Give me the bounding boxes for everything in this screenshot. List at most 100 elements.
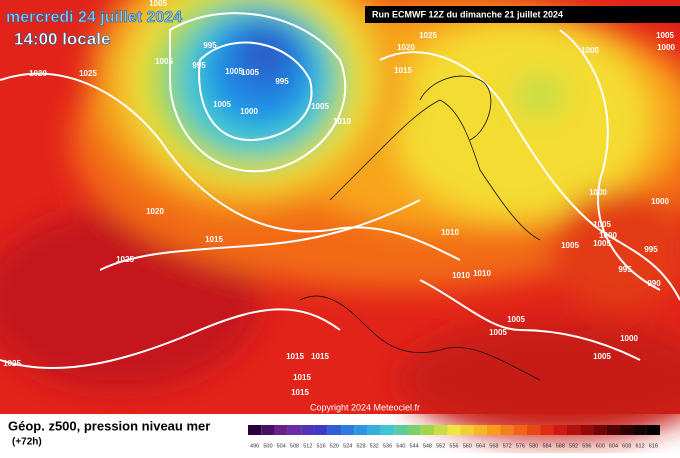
- coastlines: [299, 75, 541, 381]
- pressure-label: 1005: [561, 241, 579, 250]
- forecast-date: mercredi 24 juillet 2024: [6, 9, 182, 26]
- pressure-label: 1015: [293, 373, 311, 382]
- scale-cell: [460, 425, 474, 435]
- pressure-label: 1015: [311, 352, 329, 361]
- scale-cell: [500, 425, 514, 435]
- scale-label: 528: [356, 443, 365, 449]
- pressure-label: 1005: [213, 100, 231, 109]
- pressure-label: 1000: [599, 231, 617, 240]
- scale-label: 576: [516, 443, 525, 449]
- scale-label: 584: [542, 443, 551, 449]
- scale-cell: [606, 425, 621, 435]
- pressure-label: 1010: [452, 271, 470, 280]
- scale-label: 532: [370, 443, 379, 449]
- scale-cell: [487, 425, 501, 435]
- scale-cell: [447, 425, 461, 435]
- pressure-label: 1010: [473, 269, 491, 278]
- pressure-label: 1000: [620, 334, 638, 343]
- pressure-label: 995: [203, 41, 217, 50]
- scale-cell: [646, 425, 660, 435]
- scale-cell: [527, 425, 541, 435]
- scale-label: 544: [410, 443, 419, 449]
- scale-cell: [354, 425, 368, 435]
- scale-label: 616: [649, 443, 658, 449]
- scale-cell: [540, 425, 554, 435]
- pressure-label: 995: [644, 245, 658, 254]
- pressure-label: 1005: [593, 352, 611, 361]
- pressure-label: 1010: [333, 117, 351, 126]
- pressure-label: 1005: [656, 31, 674, 40]
- scale-label: 552: [436, 443, 445, 449]
- pressure-label: 1005: [593, 220, 611, 229]
- pressure-label: 1015: [205, 235, 223, 244]
- pressure-label: 1000: [657, 43, 675, 52]
- lead-time: (+72h): [12, 437, 42, 448]
- scale-cell: [367, 425, 381, 435]
- pressure-label: 995: [275, 77, 289, 86]
- pressure-label: 1020: [29, 69, 47, 78]
- scale-cell: [394, 425, 408, 435]
- scale-label: 612: [635, 443, 644, 449]
- pressure-label: 1005: [311, 102, 329, 111]
- pressure-label: 1015: [394, 66, 412, 75]
- pressure-label: 1005: [593, 239, 611, 248]
- scale-label: 568: [489, 443, 498, 449]
- geopotential-field: [0, 0, 680, 440]
- scale-cell: [261, 425, 275, 435]
- scale-cell: [287, 425, 302, 435]
- pressure-label: 1020: [397, 43, 415, 52]
- pressure-label: 1000: [589, 188, 607, 197]
- pressure-label: 1025: [3, 359, 21, 368]
- scale-label: 516: [317, 443, 326, 449]
- pressure-label: 1010: [441, 228, 459, 237]
- scale-label: 536: [383, 443, 392, 449]
- scale-cell: [274, 425, 288, 435]
- scale-cell: [420, 425, 435, 435]
- scale-label: 504: [277, 443, 286, 449]
- pressure-label: 990: [647, 279, 661, 288]
- pressure-label: 1020: [146, 207, 164, 216]
- scale-label: 520: [330, 443, 339, 449]
- scale-label: 560: [463, 443, 472, 449]
- scale-cell: [327, 425, 342, 435]
- scale-label: 608: [622, 443, 631, 449]
- scale-label: 604: [609, 443, 618, 449]
- pressure-label: 1015: [286, 352, 304, 361]
- scale-label: 564: [476, 443, 485, 449]
- pressure-labels: 1005995995100510059951005100010051010100…: [3, 0, 675, 397]
- scale-label: 592: [569, 443, 578, 449]
- scale-cell: [513, 425, 528, 435]
- scale-label: 524: [343, 443, 352, 449]
- scale-label: 500: [263, 443, 272, 449]
- pressure-label: 1015: [291, 388, 309, 397]
- isobars: [0, 12, 680, 370]
- color-scale: 496 500 504 508 512 516 520 524 528 532 536 540 544 5…: [248, 425, 660, 449]
- pressure-label: 1005: [489, 328, 507, 337]
- forecast-time: 14:00 locale: [14, 29, 110, 48]
- scale-label: 556: [449, 443, 458, 449]
- scale-label: 572: [503, 443, 512, 449]
- legend-title: Géop. z500, pression niveau mer: [8, 418, 210, 433]
- pressure-label: 1000: [581, 46, 599, 55]
- pressure-label: 1005: [241, 68, 259, 77]
- scale-cell: [553, 425, 567, 435]
- pressure-label: 1025: [116, 255, 134, 264]
- scale-cell: [434, 425, 448, 435]
- scale-cell: [248, 425, 262, 435]
- scale-cell: [380, 425, 395, 435]
- scale-label: 588: [556, 443, 565, 449]
- pressure-label: 1025: [79, 69, 97, 78]
- scale-cell: [314, 425, 328, 435]
- scale-cell: [301, 425, 315, 435]
- pressure-label: 1005: [507, 315, 525, 324]
- scale-cell: [341, 425, 355, 435]
- scale-label: 512: [303, 443, 312, 449]
- scale-label: 540: [396, 443, 405, 449]
- scale-label: 596: [582, 443, 591, 449]
- scale-label: 508: [290, 443, 299, 449]
- scale-cell: [407, 425, 421, 435]
- pressure-label: 1000: [651, 197, 669, 206]
- run-banner: [365, 6, 680, 23]
